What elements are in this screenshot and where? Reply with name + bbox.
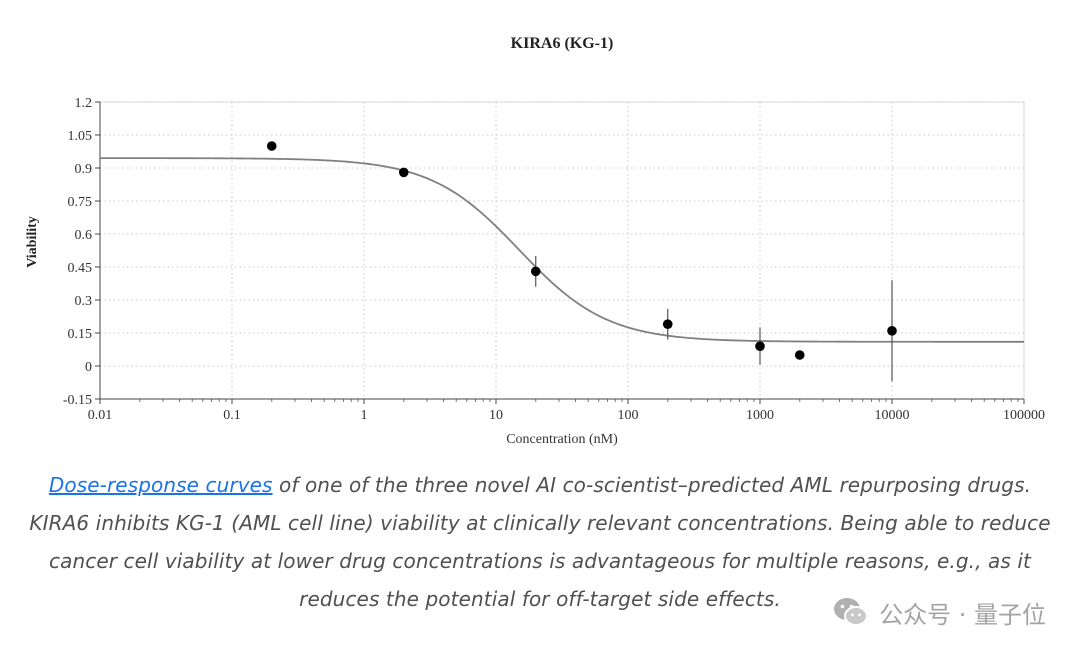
- figure-caption: Dose-response curves of one of the three…: [20, 466, 1060, 618]
- caption-text: of one of the three novel AI co-scientis…: [29, 473, 1051, 611]
- watermark-text: 公众号 · 量子位: [879, 600, 1046, 629]
- x-tick-label: 100: [618, 408, 639, 423]
- y-tick-label: -0.15: [63, 393, 92, 408]
- y-tick-label: 0.75: [68, 195, 93, 210]
- y-axis-label: Viability: [25, 216, 40, 268]
- y-tick-label: 1.2: [75, 96, 93, 111]
- plot-frame: [99, 101, 1025, 400]
- x-tick-label: 10000: [875, 408, 910, 423]
- watermark: 公众号 · 量子位: [831, 592, 1046, 632]
- y-tick-label: 0.45: [68, 261, 93, 276]
- data-point: [530, 266, 541, 277]
- x-tick-label: 10: [489, 408, 503, 423]
- data-point: [755, 341, 765, 352]
- fit-curve-layer: [100, 157, 1024, 343]
- data-point: [887, 326, 897, 336]
- y-tick-label: 0.9: [75, 162, 93, 177]
- data-point: [794, 350, 805, 360]
- data-point: [662, 319, 673, 330]
- y-tick-label: 0: [85, 360, 92, 375]
- chart-container: KIRA6 (KG-1) -0.15 0 0.15 0.3 0.45 0.6 0.75 0.9…: [25, 35, 1045, 447]
- grid-lines: [99, 101, 1025, 400]
- data-point: [398, 167, 409, 178]
- error-bars: [535, 256, 893, 382]
- data-points: [266, 141, 897, 360]
- axes: -0.15 0 0.15 0.3 0.45 0.6 0.75 0.9 1.05 1.2 0.01 0.…: [63, 96, 1045, 423]
- y-tick-label: 0.6: [75, 228, 93, 243]
- x-tick-label: 100000: [1003, 408, 1045, 423]
- x-axis-label: Concentration (nM): [506, 432, 618, 447]
- dose-response-curves-link[interactable]: Dose-response curves: [48, 473, 273, 497]
- x-tick-label: 0.01: [88, 408, 113, 423]
- y-tick-label: 0.3: [75, 294, 93, 309]
- fit-curve: [100, 157, 1024, 343]
- wechat-icon: [834, 598, 869, 626]
- y-tick-label: 1.05: [68, 129, 93, 144]
- data-point: [266, 141, 277, 151]
- dose-response-chart: KIRA6 (KG-1) -0.15 0 0.15 0.3 0.45 0.6 0.75 0.9…: [25, 35, 1045, 447]
- chart-title: KIRA6 (KG-1): [511, 35, 614, 52]
- x-tick-label: 0.1: [223, 408, 241, 423]
- y-tick-label: 0.15: [68, 327, 93, 342]
- x-tick-label: 1000: [746, 408, 774, 423]
- x-tick-label: 1: [361, 408, 368, 423]
